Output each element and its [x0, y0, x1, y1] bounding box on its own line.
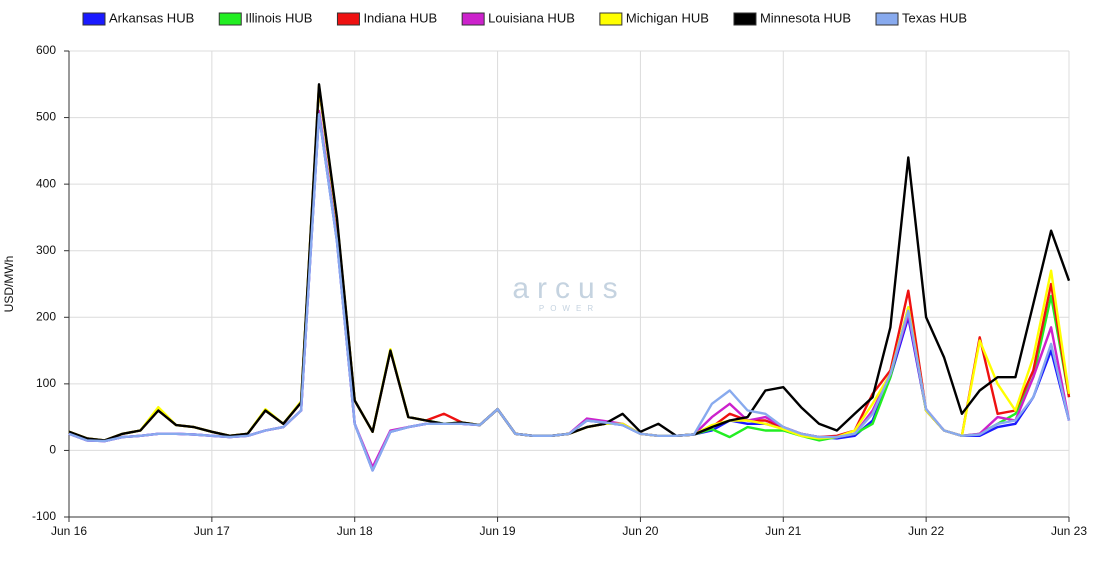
- x-tick-label: Jun 22: [908, 524, 944, 538]
- series-line: [68, 113, 1071, 472]
- y-tick-label: 100: [36, 376, 56, 390]
- y-tick-label: -100: [32, 509, 56, 523]
- y-tick-label: 0: [49, 443, 56, 457]
- series-line: [68, 83, 1071, 442]
- legend-label: Michigan HUB: [626, 10, 709, 25]
- legend-label: Illinois HUB: [245, 10, 312, 25]
- legend-swatch: [461, 12, 485, 26]
- legend-label: Arkansas HUB: [109, 10, 194, 25]
- legend-label: Louisiana HUB: [488, 10, 575, 25]
- y-tick-label: 400: [36, 176, 56, 190]
- x-tick-label: Jun 21: [765, 524, 801, 538]
- x-tick-label: Jun 16: [51, 524, 87, 538]
- legend-swatch: [733, 12, 757, 26]
- legend-label: Texas HUB: [902, 10, 967, 25]
- legend-swatch: [218, 12, 242, 26]
- x-tick-label: Jun 17: [194, 524, 230, 538]
- y-tick-label: 300: [36, 243, 56, 257]
- x-tick-label: Jun 20: [622, 524, 658, 538]
- legend-label: Minnesota HUB: [760, 10, 851, 25]
- legend-label: Indiana HUB: [363, 10, 437, 25]
- y-axis-title: USD/MWh: [2, 256, 16, 313]
- legend-swatch: [336, 12, 360, 26]
- y-tick-label: 200: [36, 309, 56, 323]
- x-tick-label: Jun 23: [1051, 524, 1087, 538]
- legend-swatch: [82, 12, 106, 26]
- watermark: arcus: [512, 272, 625, 305]
- legend-swatch: [875, 12, 899, 26]
- x-tick-label: Jun 18: [337, 524, 373, 538]
- watermark-sub: POWER: [539, 304, 599, 313]
- y-tick-label: 600: [36, 43, 56, 57]
- legend: Arkansas HUB Illinois HUB Indiana HUB Louis…: [82, 10, 967, 26]
- legend-swatch: [599, 12, 623, 26]
- y-tick-label: 500: [36, 110, 56, 124]
- x-tick-label: Jun 19: [480, 524, 516, 538]
